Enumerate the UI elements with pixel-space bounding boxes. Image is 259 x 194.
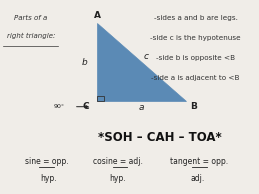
Text: right triangle:: right triangle: xyxy=(7,33,55,39)
Text: *SOH – CAH – TOA*: *SOH – CAH – TOA* xyxy=(98,131,222,144)
Text: tangent = opp.: tangent = opp. xyxy=(170,157,228,166)
Polygon shape xyxy=(97,23,186,100)
Text: -side c is the hypotenuse: -side c is the hypotenuse xyxy=(150,35,241,41)
Text: B: B xyxy=(190,102,197,111)
Text: c: c xyxy=(144,52,149,61)
Text: sine = opp.: sine = opp. xyxy=(25,157,68,166)
Text: hyp.: hyp. xyxy=(109,174,125,183)
Text: C: C xyxy=(83,102,89,111)
Text: -side a is adjacent to <B: -side a is adjacent to <B xyxy=(151,75,240,81)
Text: a: a xyxy=(138,103,144,112)
Text: adj.: adj. xyxy=(190,174,205,183)
Text: -side b is opposite <B: -side b is opposite <B xyxy=(156,55,235,61)
Text: -sides a and b are legs.: -sides a and b are legs. xyxy=(154,15,238,21)
Text: b: b xyxy=(81,58,87,67)
Text: 90°: 90° xyxy=(54,104,65,109)
Text: A: A xyxy=(94,11,102,20)
Text: cosine = adj.: cosine = adj. xyxy=(93,157,143,166)
Text: Parts of a: Parts of a xyxy=(15,15,48,21)
Text: hyp.: hyp. xyxy=(40,174,57,183)
